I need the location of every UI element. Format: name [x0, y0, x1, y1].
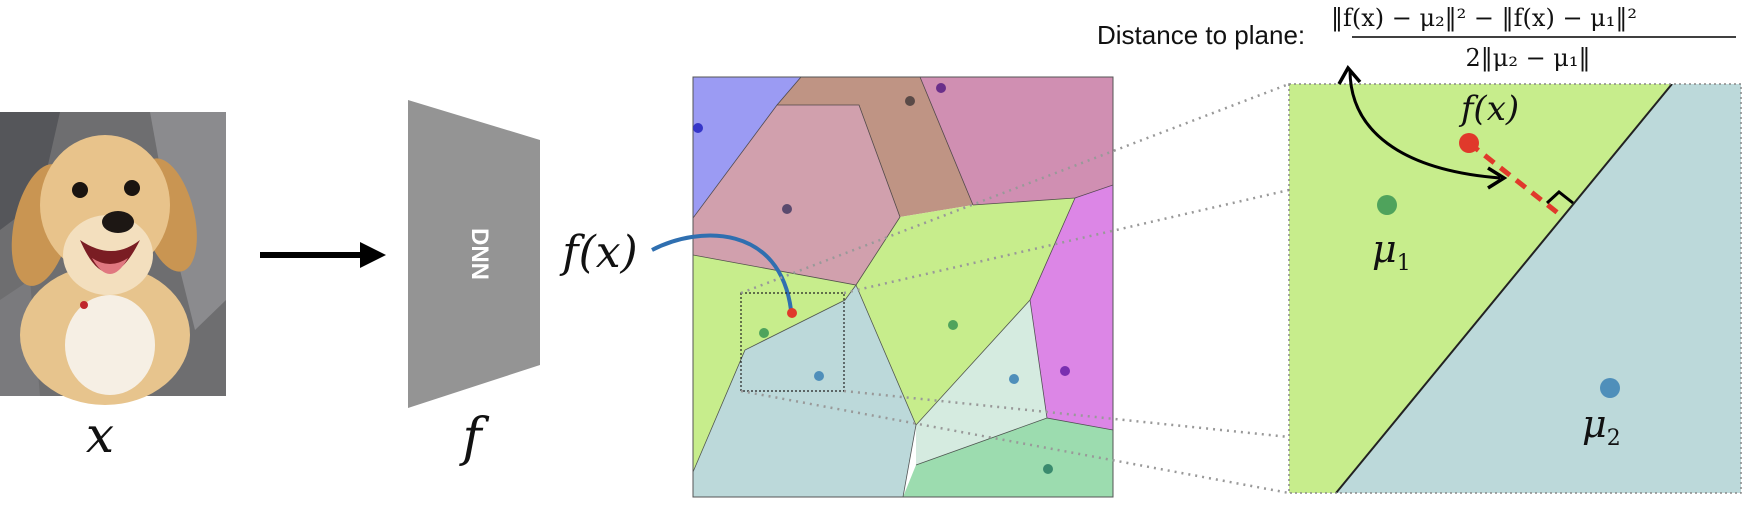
formula-link-arrow [1348, 69, 1501, 180]
centroid-dot [1060, 366, 1070, 376]
region-seagreen [903, 418, 1113, 497]
formula-arrow-head-top [1337, 64, 1362, 85]
right-angle-marker [1545, 190, 1574, 205]
zoom-selection-box [740, 292, 845, 392]
region-lightgreen [916, 300, 1047, 465]
function-f-label: f [458, 408, 489, 468]
voronoi-diagram [693, 77, 1113, 497]
zoom-projection-lines [740, 82, 1290, 495]
dnn-block [408, 100, 540, 408]
zoom-embedding-label: f(x) [1458, 89, 1519, 129]
input-dog-image [0, 112, 226, 405]
region-brown [777, 77, 973, 217]
zoom-panel-frame [1288, 83, 1742, 494]
decision-boundary [1335, 84, 1673, 493]
centroid-dot [814, 371, 824, 381]
formula-denominator: 2‖μ₂ − μ₁‖ [1465, 44, 1590, 73]
voronoi-edges [693, 77, 1113, 497]
mu2-label: μ2 [1582, 402, 1621, 451]
region-magenta [1030, 185, 1113, 430]
voronoi-frame [692, 76, 1114, 498]
distance-caption: Distance to plane: [1097, 20, 1305, 50]
formula-arrow-head-bottom [1487, 166, 1508, 190]
region-rose [920, 77, 1113, 205]
centroid-dot [1043, 464, 1053, 474]
centroid-dot [759, 328, 769, 338]
embedding-label: f(x) [559, 227, 637, 278]
input-x-label: x [86, 406, 114, 464]
region-blue [693, 77, 801, 218]
mu1-label: μ1 [1372, 227, 1411, 276]
embedding-mapping-curve [651, 233, 793, 311]
embedded-point [787, 308, 797, 318]
mu1-point [1377, 195, 1397, 215]
zoom-region-green [1289, 84, 1672, 493]
voronoi-centroids [693, 83, 1070, 474]
region-green-center [856, 198, 1075, 425]
region-green-left [693, 255, 856, 472]
centroid-dot [782, 204, 792, 214]
input-arrow-head [360, 242, 386, 268]
dnn-label: DNN [466, 228, 493, 280]
centroid-dot [693, 123, 703, 133]
centroid-dot [936, 83, 946, 93]
centroid-dot [1009, 374, 1019, 384]
mu2-point [1600, 378, 1620, 398]
formula-numerator: ‖f(x) − μ₂‖² − ‖f(x) − μ₁‖² [1331, 4, 1637, 33]
centroid-dot [948, 320, 958, 330]
zoom-panel [1289, 84, 1741, 493]
centroid-dot [905, 96, 915, 106]
